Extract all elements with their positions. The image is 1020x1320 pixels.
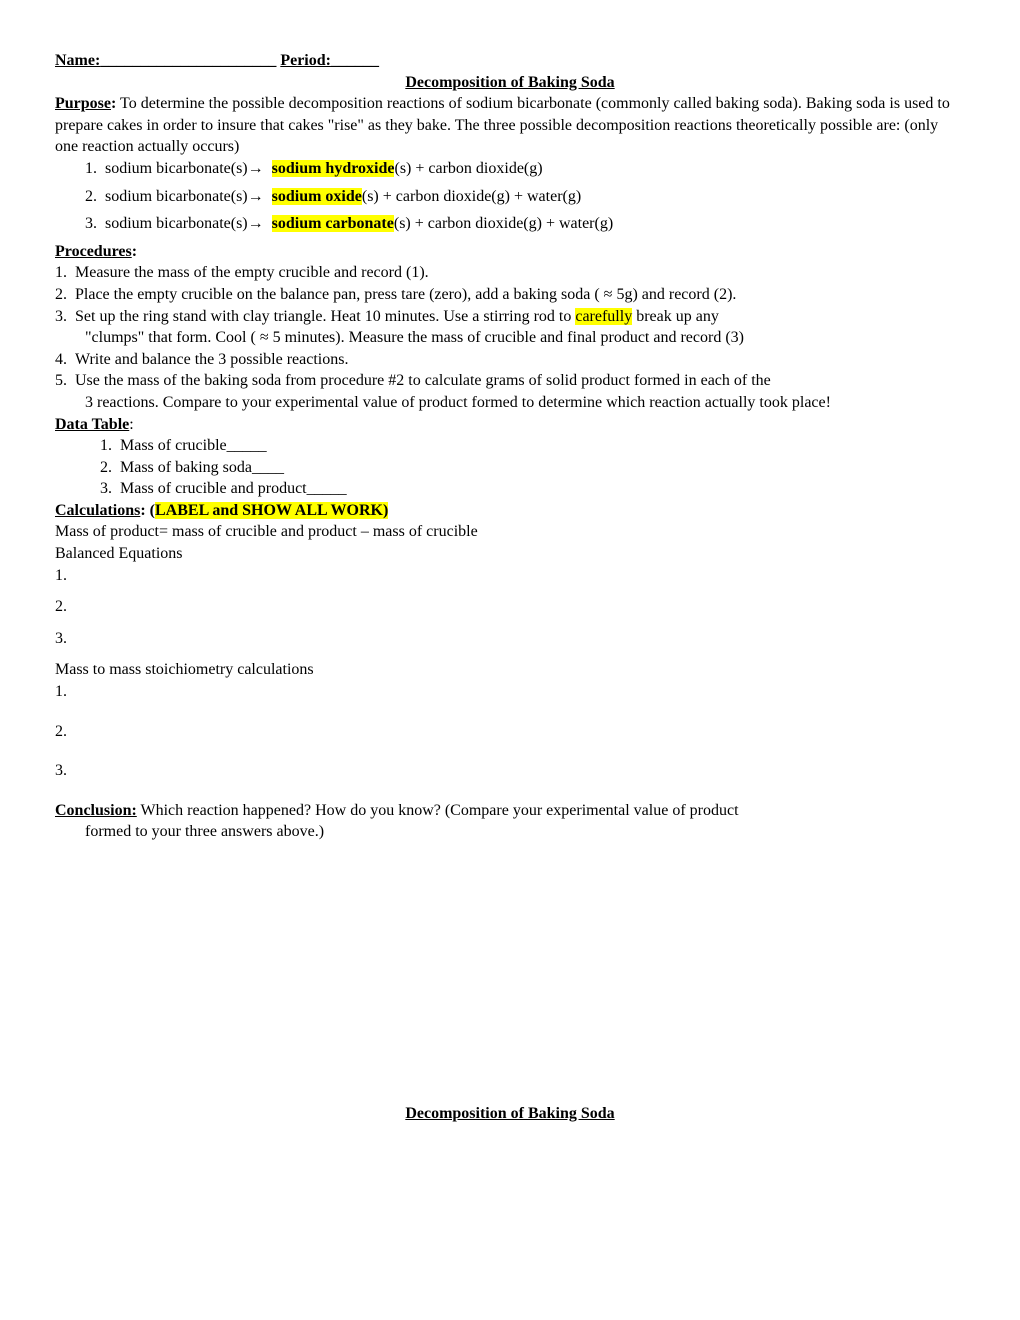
proc-post: break up any xyxy=(632,308,719,325)
doc-title: Decomposition of Baking Soda xyxy=(55,72,965,94)
calc-hl: LABEL and SHOW ALL WORK) xyxy=(155,502,388,519)
procedure-item: 2. Place the empty crucible on the balan… xyxy=(55,284,965,306)
proc-hl: carefully xyxy=(575,308,632,325)
calc-label: Calculations xyxy=(55,502,140,519)
reaction-tail: (s) + carbon dioxide(g) + water(g) xyxy=(394,215,613,232)
title-text: Decomposition of Baking Soda xyxy=(405,74,614,91)
reaction-tail: (s) + carbon dioxide(g) + water(g) xyxy=(362,188,581,205)
reaction-2: 2. sodium bicarbonate(s)→ sodium oxide(s… xyxy=(85,186,965,208)
conclusion-block: Conclusion: Which reaction happened? How… xyxy=(55,800,965,822)
conclusion-continuation: formed to your three answers above.) xyxy=(85,821,965,843)
stoich-label: Mass to mass stoichiometry calculations xyxy=(55,659,965,681)
period-blank: ______ xyxy=(331,52,379,69)
conclusion-cont: formed to your three answers above.) xyxy=(85,823,324,840)
proc-text: Place the empty crucible on the balance … xyxy=(75,286,736,303)
conclusion-label: Conclusion: xyxy=(55,802,137,819)
dt-text: Mass of crucible_____ xyxy=(120,437,267,454)
dt-num: 1. xyxy=(100,437,112,454)
calculations-header: Calculations: (LABEL and SHOW ALL WORK) xyxy=(55,500,965,522)
proc-text: Measure the mass of the empty crucible a… xyxy=(75,264,429,281)
dt-text: Mass of baking soda____ xyxy=(120,459,284,476)
proc-num: 5. xyxy=(55,372,67,389)
proc-cont: 3 reactions. Compare to your experimenta… xyxy=(85,394,831,411)
dt-num: 2. xyxy=(100,459,112,476)
procedure-item: 4. Write and balance the 3 possible reac… xyxy=(55,349,965,371)
calc-paren: ( xyxy=(146,502,155,519)
mass-line: Mass of product= mass of crucible and pr… xyxy=(55,523,478,540)
name-label: Name: xyxy=(55,52,100,69)
reaction-product-hl: sodium oxide xyxy=(272,188,362,205)
proc-num: 4. xyxy=(55,351,67,368)
balanced-equations-label: Balanced Equations xyxy=(55,543,965,565)
period-label: Period: xyxy=(280,52,331,69)
reaction-tail: (s) + carbon dioxide(g) xyxy=(394,160,542,177)
dt-text: Mass of crucible and product_____ xyxy=(120,480,347,497)
purpose-block: Purpose: To determine the possible decom… xyxy=(55,93,965,158)
procedures-colon: : xyxy=(132,243,137,260)
reaction-lhs: sodium bicarbonate(s) xyxy=(105,160,248,177)
footer-title-text: Decomposition of Baking Soda xyxy=(405,1105,614,1122)
name-blank: ______________________ xyxy=(100,52,276,69)
stoich-num: 2. xyxy=(55,721,965,743)
procedure-continuation: 3 reactions. Compare to your experimenta… xyxy=(85,392,965,414)
data-table-item: 1. Mass of crucible_____ xyxy=(100,435,965,457)
header-line: Name:______________________ Period:_____… xyxy=(55,50,965,72)
proc-text: Write and balance the 3 possible reactio… xyxy=(75,351,348,368)
procedure-continuation: "clumps" that form. Cool ( ≈ 5 minutes).… xyxy=(85,327,965,349)
reaction-lhs: sodium bicarbonate(s) xyxy=(105,215,248,232)
stoich-num: 1. xyxy=(55,681,965,703)
purpose-label: Purpose xyxy=(55,95,111,112)
purpose-text: To determine the possible decomposition … xyxy=(55,95,950,155)
data-table-item: 3. Mass of crucible and product_____ xyxy=(100,478,965,500)
procedure-item: 1. Measure the mass of the empty crucibl… xyxy=(55,262,965,284)
dt-num: 3. xyxy=(100,480,112,497)
mass-of-product-line: Mass of product= mass of crucible and pr… xyxy=(55,521,965,543)
data-table-label: Data Table xyxy=(55,416,129,433)
stoich-num: 3. xyxy=(55,760,965,782)
data-table-item: 2. Mass of baking soda____ xyxy=(100,457,965,479)
data-table-header: Data Table: xyxy=(55,414,965,436)
bal-eq: Balanced Equations xyxy=(55,545,183,562)
reaction-1: 1. sodium bicarbonate(s)→ sodium hydroxi… xyxy=(85,158,965,180)
reaction-num: 2. xyxy=(85,188,97,205)
proc-cont: "clumps" that form. Cool ( ≈ 5 minutes).… xyxy=(85,329,744,346)
reaction-num: 1. xyxy=(85,160,97,177)
reaction-3: 3. sodium bicarbonate(s)→ sodium carbona… xyxy=(85,213,965,235)
procedures-header: Procedures: xyxy=(55,241,965,263)
eq-num: 3. xyxy=(55,628,965,650)
footer-title: Decomposition of Baking Soda xyxy=(55,1103,965,1125)
reaction-product-hl: sodium carbonate xyxy=(272,215,394,232)
procedures-label: Procedures xyxy=(55,243,132,260)
stoich-text: Mass to mass stoichiometry calculations xyxy=(55,661,314,678)
procedure-item: 3. Set up the ring stand with clay trian… xyxy=(55,306,965,328)
proc-num: 2. xyxy=(55,286,67,303)
proc-num: 1. xyxy=(55,264,67,281)
data-table-colon: : xyxy=(129,416,133,433)
reaction-num: 3. xyxy=(85,215,97,232)
proc-pre: Set up the ring stand with clay triangle… xyxy=(75,308,575,325)
proc-text: Use the mass of the baking soda from pro… xyxy=(75,372,771,389)
reaction-product-hl: sodium hydroxide xyxy=(272,160,395,177)
arrow-icon: → xyxy=(248,188,264,205)
spacer xyxy=(55,843,965,1103)
eq-num: 1. xyxy=(55,565,965,587)
arrow-icon: → xyxy=(248,215,264,232)
conclusion-text: Which reaction happened? How do you know… xyxy=(137,802,739,819)
proc-num: 3. xyxy=(55,308,67,325)
eq-num: 2. xyxy=(55,596,965,618)
procedure-item: 5. Use the mass of the baking soda from … xyxy=(55,370,965,392)
reaction-lhs: sodium bicarbonate(s) xyxy=(105,188,248,205)
arrow-icon: → xyxy=(248,160,264,177)
